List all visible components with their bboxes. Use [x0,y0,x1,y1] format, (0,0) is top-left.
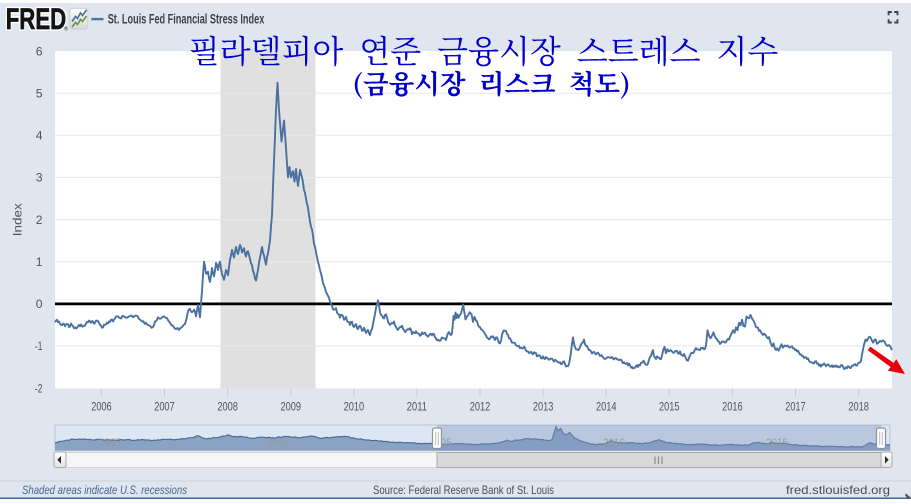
svg-text:Index: Index [10,203,24,236]
svg-text:6: 6 [36,44,43,58]
svg-text:3: 3 [36,171,43,185]
svg-text:St. Louis Fed Financial Stress: St. Louis Fed Financial Stress Index [108,12,265,27]
svg-text:2012: 2012 [470,400,491,414]
svg-text:2015: 2015 [659,400,680,414]
svg-text:2010: 2010 [344,400,365,414]
svg-text:2018: 2018 [848,400,869,414]
svg-text:2010: 2010 [603,437,625,449]
svg-text:0: 0 [36,297,43,311]
svg-text:2009: 2009 [281,400,302,414]
svg-text:®: ® [64,26,68,33]
svg-text:1: 1 [36,255,43,269]
svg-text:2000: 2000 [267,437,289,449]
svg-text:1995: 1995 [99,437,121,449]
svg-text:2014: 2014 [596,400,617,414]
svg-text:2007: 2007 [154,400,175,414]
svg-text:2008: 2008 [217,400,238,414]
svg-text:2015: 2015 [766,437,788,449]
svg-text:-1: -1 [35,339,43,353]
svg-text:Shaded areas indicate U.S. rec: Shaded areas indicate U.S. recessions [22,483,187,497]
svg-text:5: 5 [36,87,43,101]
svg-text:2011: 2011 [407,400,428,414]
svg-text:2013: 2013 [533,400,554,414]
svg-text:05: 05 [441,437,452,449]
svg-text:FRED: FRED [6,3,66,36]
svg-text:fred.stlouisfed.org: fred.stlouisfed.org [786,483,890,497]
svg-text:2016: 2016 [722,400,743,414]
svg-text:2017: 2017 [785,400,806,414]
svg-text:2: 2 [36,213,43,227]
svg-text:2006: 2006 [91,400,112,414]
svg-text:-2: -2 [35,381,43,395]
svg-text:Source: Federal Reserve Bank o: Source: Federal Reserve Bank of St. Loui… [373,483,554,497]
svg-text:4: 4 [36,129,43,143]
svg-text:FRED: FRED [6,3,66,36]
